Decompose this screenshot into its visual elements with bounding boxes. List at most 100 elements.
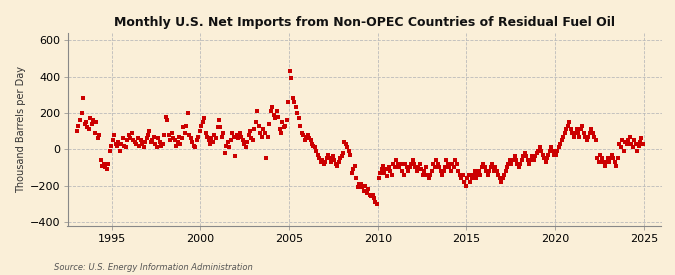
Point [614, 142, 624, 146]
Point [295, 123, 306, 128]
Point [151, 145, 162, 150]
Point [524, 161, 535, 166]
Point [447, 161, 458, 166]
Point [252, 109, 263, 113]
Point [243, 133, 254, 137]
Point [607, 152, 618, 157]
Point [111, 143, 122, 148]
Text: Source: U.S. Energy Information Administration: Source: U.S. Energy Information Administ… [54, 263, 252, 271]
Point [73, 123, 84, 128]
Point [284, 69, 295, 73]
Point [605, 156, 616, 161]
Point [182, 111, 193, 115]
Point [181, 123, 192, 128]
Point [562, 123, 573, 128]
Point [638, 142, 649, 146]
Point [555, 142, 566, 146]
Point [313, 152, 323, 157]
Point [224, 145, 235, 150]
Point [404, 165, 415, 170]
Point [193, 134, 204, 139]
Point [273, 114, 284, 119]
Point [439, 165, 450, 170]
Point [218, 131, 229, 135]
Point [540, 160, 551, 164]
Point [299, 138, 310, 142]
Point [407, 158, 418, 162]
Point [84, 127, 95, 131]
Point [571, 127, 582, 131]
Point [629, 138, 640, 142]
Point [611, 163, 622, 168]
Point [225, 138, 236, 142]
Point [388, 161, 399, 166]
Point [75, 118, 86, 122]
Point [126, 131, 137, 135]
Point [265, 109, 276, 113]
Point [329, 158, 340, 162]
Point [203, 138, 214, 142]
Point [113, 140, 124, 144]
Point [499, 172, 510, 177]
Point [101, 167, 112, 171]
Point [319, 161, 329, 166]
Point [327, 154, 338, 159]
Point [131, 142, 142, 146]
Point [130, 140, 140, 144]
Point [438, 169, 449, 173]
Point [401, 165, 412, 170]
Point [354, 182, 364, 186]
Point [466, 176, 477, 180]
Point [565, 127, 576, 131]
Point [494, 176, 505, 180]
Point [373, 176, 384, 180]
Point [518, 154, 529, 159]
Point [560, 131, 570, 135]
Point [596, 156, 607, 161]
Point [561, 127, 572, 131]
Point [602, 156, 613, 161]
Point [437, 172, 448, 177]
Point [234, 131, 245, 135]
Point [187, 140, 198, 144]
Point [142, 133, 153, 137]
Point [184, 133, 194, 137]
Point [554, 145, 564, 150]
Point [342, 145, 353, 150]
Point [177, 136, 188, 141]
Point [264, 122, 275, 126]
Point [294, 116, 304, 120]
Point [377, 163, 388, 168]
Point [423, 176, 434, 180]
Point [417, 172, 428, 177]
Point [172, 140, 183, 144]
Point [574, 134, 585, 139]
Point [379, 170, 389, 175]
Point [258, 127, 269, 131]
Point [503, 161, 514, 166]
Point [326, 160, 337, 164]
Point [345, 152, 356, 157]
Point [88, 118, 99, 122]
Point [429, 165, 440, 170]
Point [396, 161, 406, 166]
Point [617, 138, 628, 142]
Point [484, 169, 495, 173]
Point [406, 161, 416, 166]
Point [419, 169, 430, 173]
Point [163, 133, 174, 137]
Point [568, 134, 579, 139]
Point [576, 127, 587, 131]
Point [351, 176, 362, 180]
Point [270, 116, 281, 120]
Point [446, 169, 456, 173]
Point [253, 123, 264, 128]
Point [478, 161, 489, 166]
Point [533, 149, 543, 153]
Point [598, 160, 609, 164]
Point [431, 158, 441, 162]
Point [530, 154, 541, 159]
Point [221, 143, 232, 148]
Point [250, 120, 261, 124]
Point [434, 165, 445, 170]
